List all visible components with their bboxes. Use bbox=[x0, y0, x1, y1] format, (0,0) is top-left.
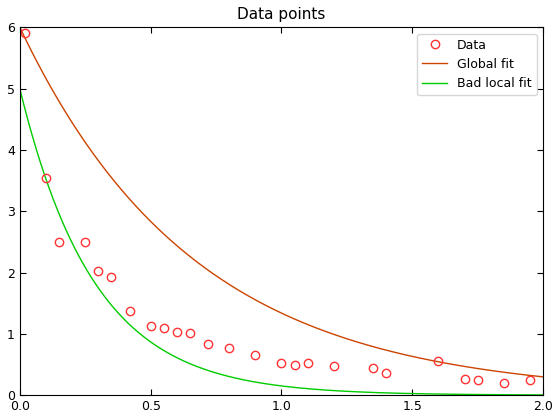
Data bbox=[501, 381, 507, 386]
Data bbox=[43, 175, 49, 180]
Data bbox=[186, 330, 193, 335]
Bad local fit bbox=[328, 388, 335, 393]
Data bbox=[55, 239, 62, 244]
Global fit bbox=[445, 361, 452, 366]
Data bbox=[108, 275, 115, 280]
Data bbox=[174, 330, 180, 335]
Bad local fit bbox=[527, 392, 534, 397]
Bad local fit bbox=[445, 392, 452, 397]
Bad local fit bbox=[300, 386, 306, 391]
Global fit bbox=[527, 373, 534, 378]
Data bbox=[127, 309, 133, 314]
Data bbox=[205, 342, 212, 347]
Data bbox=[304, 361, 311, 366]
Data bbox=[291, 362, 298, 367]
Global fit bbox=[268, 306, 275, 311]
Data bbox=[526, 378, 533, 383]
Bad local fit bbox=[268, 382, 275, 387]
Bad local fit bbox=[265, 382, 272, 387]
Line: Bad local fit: Bad local fit bbox=[20, 89, 543, 395]
Bad local fit bbox=[540, 392, 547, 397]
Legend: Data, Global fit, Bad local fit: Data, Global fit, Bad local fit bbox=[417, 34, 537, 95]
Data bbox=[252, 353, 259, 358]
Data bbox=[278, 360, 285, 365]
Data bbox=[461, 376, 468, 381]
Global fit bbox=[265, 304, 272, 309]
Global fit bbox=[300, 320, 306, 325]
Data bbox=[160, 325, 167, 330]
Bad local fit bbox=[16, 86, 23, 91]
Data bbox=[383, 370, 390, 375]
Line: Global fit: Global fit bbox=[20, 27, 543, 377]
Global fit bbox=[16, 25, 23, 30]
Data bbox=[95, 269, 102, 274]
Data bbox=[370, 366, 376, 371]
Data bbox=[330, 364, 337, 369]
Data bbox=[226, 346, 232, 351]
Data bbox=[22, 31, 29, 36]
Data bbox=[474, 377, 481, 382]
Data bbox=[435, 359, 442, 364]
Line: Data: Data bbox=[21, 29, 534, 387]
Global fit bbox=[540, 374, 547, 379]
Title: Data points: Data points bbox=[237, 7, 326, 22]
Global fit bbox=[328, 331, 335, 336]
Data bbox=[147, 323, 154, 328]
Data bbox=[82, 239, 88, 244]
